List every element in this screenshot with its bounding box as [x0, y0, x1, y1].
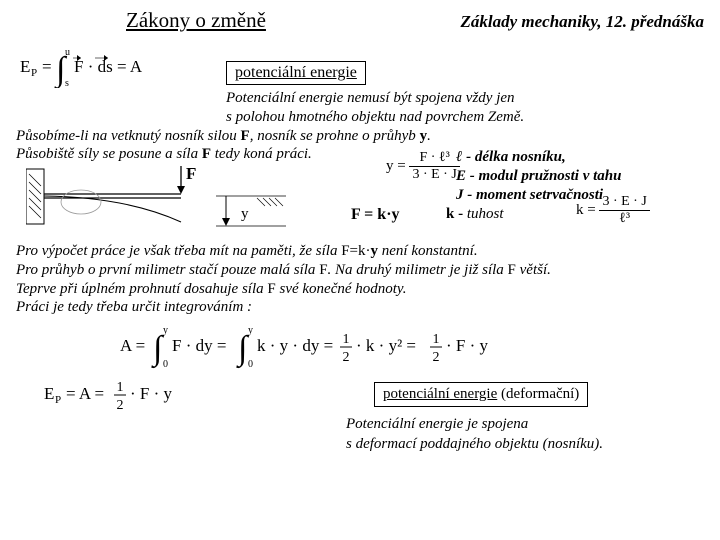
svg-text:· k · y² =: · k · y² =	[356, 336, 416, 355]
para-2d: Práci je tedy třeba určit integrováním :	[16, 298, 704, 317]
svg-text:=: =	[42, 57, 52, 76]
svg-text:1: 1	[117, 380, 124, 395]
svg-text:k · y · dy =: k · y · dy =	[257, 336, 333, 355]
integral-icon: E P = ∫ u s F · ds = A	[20, 46, 170, 88]
svg-text:· F · y: · F · y	[130, 384, 173, 403]
svg-text:y: y	[248, 325, 253, 336]
para-2a: Pro výpočet práce je však třeba mít na p…	[16, 242, 704, 261]
svg-text:1: 1	[433, 332, 440, 347]
svg-text:E: E	[20, 57, 30, 76]
svg-text:2: 2	[117, 398, 124, 413]
formula-fky: F = k·y	[351, 206, 400, 224]
deflection-y-label: y	[241, 206, 249, 223]
svg-text:= A =: = A =	[66, 384, 104, 403]
svg-text:s: s	[65, 78, 69, 88]
integral-equation: A = ∫ y 0 F · dy = ∫ y 0 k · y · dy = 1 …	[16, 323, 704, 369]
para-1a: Potenciální energie nemusí být spojena v…	[226, 89, 704, 108]
box-deformation-energy: potenciální energie (deformační)	[374, 382, 588, 407]
box-potential-energy: potenciální energie	[226, 61, 366, 85]
force-f-label: F	[186, 164, 196, 184]
equation-k: k = 3 · E · Jℓ³	[576, 194, 650, 227]
page-subtitle: Základy mechaniky, 12. přednáška	[461, 12, 705, 32]
equation-ep-integral: E P = ∫ u s F · ds = A	[20, 46, 170, 88]
svg-text:2: 2	[433, 350, 440, 365]
svg-text:· F · y: · F · y	[446, 336, 489, 355]
svg-text:1: 1	[343, 332, 350, 347]
svg-text:u: u	[65, 47, 70, 58]
page-title: Zákony o změně	[126, 8, 266, 33]
svg-text:P: P	[55, 394, 61, 406]
para-2b: Pro průhyb o první milimetr stačí pouze …	[16, 261, 704, 280]
equation-ep-final: E P = A = 1 2 · F · y	[44, 375, 234, 413]
svg-text:y: y	[163, 325, 168, 336]
svg-text:F · dy =: F · dy =	[172, 336, 226, 355]
k-definition: k - tuhost	[446, 206, 504, 223]
svg-text:P: P	[31, 67, 37, 79]
svg-text:0: 0	[163, 359, 168, 369]
beam-svg	[26, 164, 326, 242]
para-1b: s polohou hmotného objektu nad povrchem …	[226, 108, 704, 127]
formula-y: y = F · ℓ³3 · E · J	[386, 150, 460, 183]
para-1c: Působíme-li na vetknutý nosník silou F, …	[16, 127, 704, 146]
svg-text:0: 0	[248, 359, 253, 369]
para-2c: Teprve při úplném prohnutí dosahuje síla…	[16, 280, 704, 299]
closing-1: Potenciální energie je spojena	[346, 415, 704, 433]
svg-text:F · ds = A: F · ds = A	[74, 57, 143, 76]
closing-2: s deformací poddajného objektu (nosníku)…	[346, 435, 704, 453]
beam-diagram: F y y = F · ℓ³3 · E · J F = k·y ℓ - délk…	[16, 164, 704, 242]
svg-text:E: E	[44, 384, 54, 403]
svg-text:A =: A =	[120, 336, 145, 355]
svg-text:2: 2	[343, 350, 350, 365]
